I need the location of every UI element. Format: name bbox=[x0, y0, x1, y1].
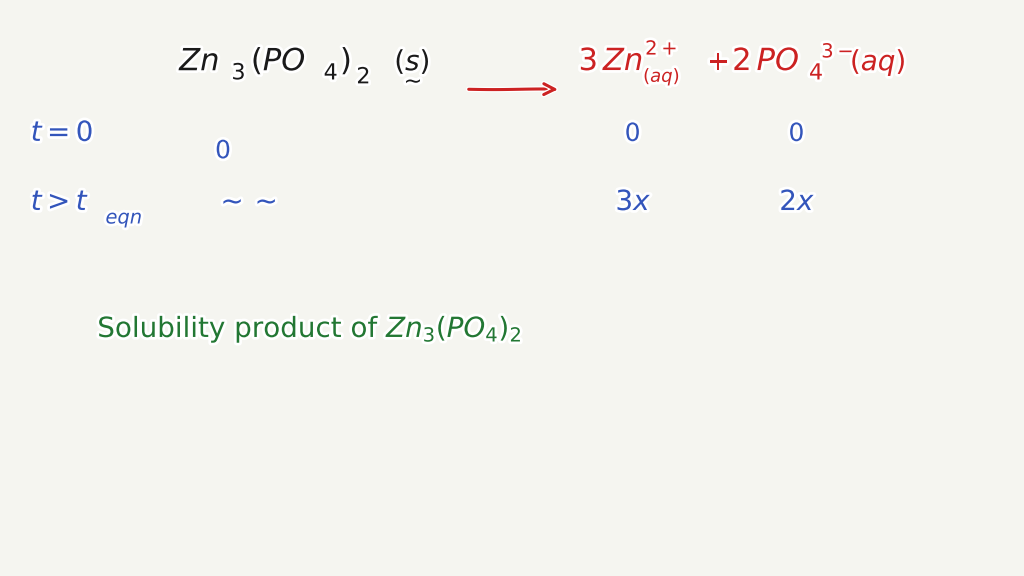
Text: $2\,PO$: $2\,PO$ bbox=[732, 47, 800, 76]
Text: Solubility product of $Zn_3(PO_4)_2$: Solubility product of $Zn_3(PO_4)_2$ bbox=[97, 313, 521, 345]
Text: $\sim$: $\sim$ bbox=[399, 72, 422, 92]
Text: $t>t$: $t>t$ bbox=[31, 188, 89, 216]
Text: $\sim\sim$: $\sim\sim$ bbox=[215, 188, 276, 216]
Text: $0$: $0$ bbox=[215, 139, 231, 164]
Text: $2$: $2$ bbox=[356, 67, 371, 88]
Text: $(s)$: $(s)$ bbox=[394, 47, 430, 76]
Text: $3x$: $3x$ bbox=[615, 188, 651, 216]
Text: $)$: $)$ bbox=[340, 46, 351, 76]
Text: $2x$: $2x$ bbox=[779, 188, 815, 216]
Text: $(aq)$: $(aq)$ bbox=[643, 66, 680, 88]
Text: $+$: $+$ bbox=[707, 48, 729, 76]
Text: $Zn$: $Zn$ bbox=[179, 47, 220, 76]
Text: $eqn$: $eqn$ bbox=[105, 210, 143, 229]
Text: $4$: $4$ bbox=[809, 63, 824, 84]
Text: $(aq)$: $(aq)$ bbox=[850, 46, 906, 78]
Text: $3\,Zn$: $3\,Zn$ bbox=[579, 47, 643, 76]
Text: $2+$: $2+$ bbox=[645, 40, 678, 59]
Text: $0$: $0$ bbox=[625, 122, 641, 146]
Text: $4$: $4$ bbox=[324, 63, 339, 84]
Text: $0$: $0$ bbox=[788, 122, 805, 146]
Text: $3-$: $3-$ bbox=[821, 43, 854, 62]
Text: $t=0$: $t=0$ bbox=[31, 119, 93, 147]
Text: $(PO$: $(PO$ bbox=[251, 46, 306, 76]
Text: $3$: $3$ bbox=[231, 63, 246, 84]
